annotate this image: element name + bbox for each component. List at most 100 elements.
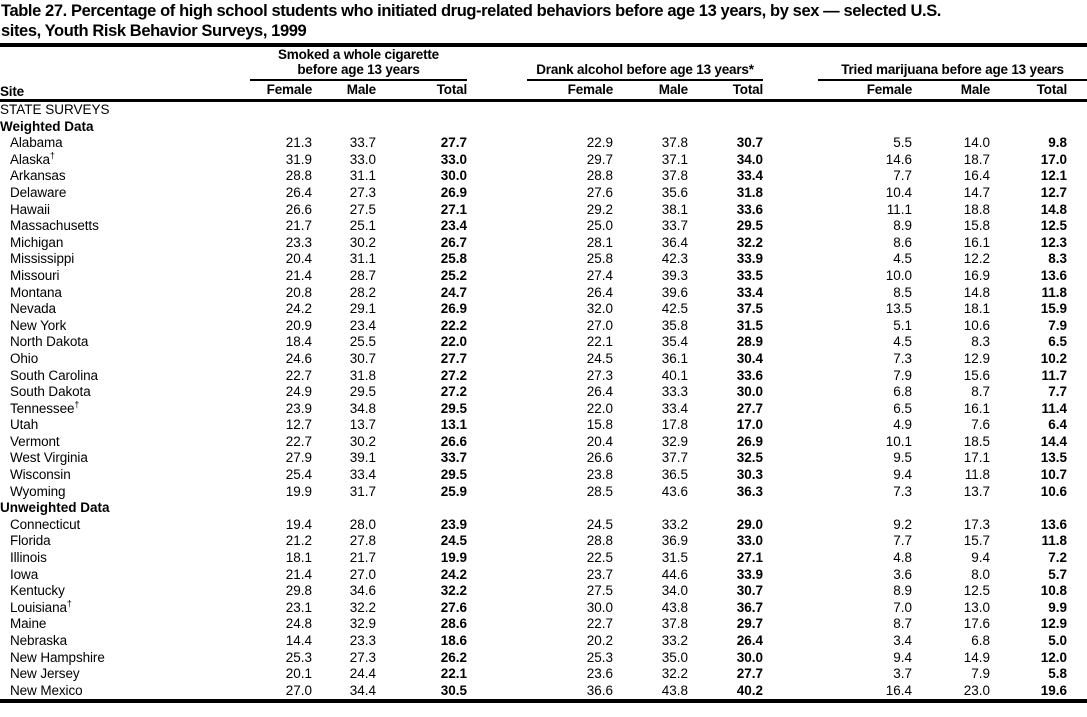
marijuana-total-cell: 12.3	[1040, 234, 1068, 250]
cigarette-female-cell: 24.9	[285, 384, 312, 400]
cigarette-total-cell: 26.7	[440, 234, 467, 250]
marijuana-male-cell: 12.2	[963, 251, 991, 267]
table-row: Kentucky 29.8 34.6 32.2 27.5 34.0 30.7 8.9 12.5 1…	[0, 583, 1087, 600]
cigarette-female-cell: 29.8	[285, 583, 312, 599]
table-row: Louisiana† 23.1 32.2 27.6 30.0 43.8 36.7 7.0 13.…	[0, 600, 1087, 617]
marijuana-male-cell: 7.6	[971, 417, 991, 433]
marijuana-total-cell: 14.4	[1040, 433, 1068, 449]
cigarette-male-cell: 27.3	[349, 184, 376, 200]
cigarette-male-cell: 25.5	[349, 334, 376, 350]
alcohol-male-cell: 35.4	[661, 334, 688, 350]
column-gap	[467, 185, 527, 202]
row-end-gap	[1067, 417, 1087, 434]
column-gap	[763, 450, 818, 467]
row-end-gap	[1067, 384, 1087, 401]
table-row: New Mexico 27.0 34.4 30.5 36.6 43.8 40.2 16.4 23…	[0, 683, 1087, 702]
cigarette-total-cell: 25.8	[440, 251, 467, 267]
cigarette-female-cell: 12.7	[285, 417, 312, 433]
alcohol-female-cell: 25.0	[586, 218, 613, 234]
cigarette-total-cell: 22.2	[440, 317, 467, 333]
table-row: Arkansas 28.8 31.1 30.0 28.8 37.8 33.4 7.7 16.4 1…	[0, 168, 1087, 185]
table-row: Alabama 21.3 33.7 27.7 22.9 37.8 30.7 5.5 14.0 9.…	[0, 135, 1087, 152]
alcohol-total-cell: 27.7	[736, 400, 764, 416]
alcohol-total-cell: 30.7	[736, 583, 764, 599]
site-cell: Maine	[10, 616, 47, 632]
table-row: Utah 12.7 13.7 13.1 15.8 17.8 17.0 4.9 7.6 6.4	[0, 417, 1087, 434]
cigarette-male-cell: 31.1	[349, 168, 376, 184]
cigarette-total-cell: 32.2	[440, 583, 467, 599]
row-end-gap	[1067, 351, 1087, 368]
marijuana-total-cell: 11.8	[1041, 533, 1068, 549]
data-table: Site Smoked a whole cigarette before age…	[0, 43, 1087, 704]
marijuana-total-cell: 7.7	[1048, 384, 1068, 400]
alcohol-male-cell: 37.1	[661, 151, 688, 167]
marijuana-male-cell: 17.1	[963, 450, 991, 466]
cigarette-total-cell: 27.6	[440, 599, 467, 615]
cigarette-male-cell: 27.3	[349, 649, 376, 665]
alcohol-female-cell: 25.8	[586, 251, 613, 267]
alcohol-male-cell: 33.3	[661, 384, 688, 400]
column-gap	[763, 185, 818, 202]
column-gap	[763, 318, 818, 335]
row-end-gap	[1067, 318, 1087, 335]
cigarette-male-cell: 39.1	[349, 450, 376, 466]
table-row: Missouri 21.4 28.7 25.2 27.4 39.3 33.5 10.0 16.9…	[0, 268, 1087, 285]
table-row: Illinois 18.1 21.7 19.9 22.5 31.5 27.1 4.8 9.4 7.…	[0, 550, 1087, 567]
cigarette-female-cell: 24.2	[285, 301, 312, 317]
alcohol-female-cell: 32.0	[586, 301, 613, 317]
marijuana-male-cell: 17.6	[963, 616, 991, 632]
column-gap	[467, 533, 527, 550]
marijuana-total-cell: 13.6	[1040, 267, 1068, 283]
alcohol-male-cell: 35.6	[661, 184, 688, 200]
alcohol-total-cell: 27.1	[736, 550, 764, 566]
site-cell: Connecticut	[10, 516, 81, 532]
site-cell: Iowa	[10, 566, 39, 582]
cigarette-male-cell: 32.2	[349, 599, 376, 615]
cigarette-male-cell: 28.0	[349, 516, 376, 532]
header-gap	[763, 80, 819, 102]
column-gap	[467, 550, 527, 567]
alcohol-male-cell: 37.8	[661, 135, 688, 151]
site-cell: Hawaii	[10, 201, 50, 217]
cigarette-male-cell: 28.2	[349, 284, 376, 300]
marijuana-female-cell: 3.7	[893, 666, 913, 682]
marijuana-male-cell: 11.8	[964, 467, 991, 483]
marijuana-total-cell: 10.2	[1040, 350, 1068, 366]
marijuana-male-cell: 7.9	[971, 666, 991, 682]
cigarette-male-cell: 33.4	[349, 467, 376, 483]
table-row: Maine 24.8 32.9 28.6 22.7 37.8 29.7 8.7 17.6 12.9	[0, 616, 1087, 633]
cigarette-total-cell: 19.9	[440, 550, 467, 566]
alcohol-total-cell: 26.4	[736, 633, 764, 648]
marijuana-total-cell: 11.7	[1041, 367, 1068, 383]
marijuana-male-cell: 18.8	[963, 201, 991, 217]
marijuana-female-cell: 13.5	[885, 301, 913, 317]
alcohol-male-cell: 36.4	[661, 234, 688, 250]
row-end-gap	[1067, 666, 1087, 683]
column-gap	[763, 384, 818, 401]
marijuana-total-cell: 11.4	[1041, 400, 1068, 416]
alcohol-female-cell: 28.8	[586, 168, 613, 184]
alcohol-female-cell: 36.6	[586, 682, 613, 698]
column-gap	[763, 334, 818, 351]
cigarette-female-cell: 25.3	[285, 649, 312, 665]
row-end-gap	[1067, 600, 1087, 617]
col-header-alcohol-female: Female	[527, 80, 613, 102]
row-end-gap	[1067, 650, 1087, 667]
cigarette-female-cell: 26.6	[285, 201, 312, 217]
cigarette-total-cell: 18.6	[440, 633, 467, 648]
cigarette-male-cell: 27.8	[349, 533, 376, 549]
column-gap	[763, 235, 818, 252]
column-gap	[467, 683, 527, 702]
marijuana-female-cell: 8.7	[893, 616, 913, 632]
site-cell: Ohio	[10, 350, 39, 366]
alcohol-male-cell: 36.1	[661, 350, 688, 366]
alcohol-male-cell: 33.4	[661, 400, 688, 416]
alcohol-female-cell: 26.6	[586, 450, 613, 466]
site-cell: Mississippi	[10, 251, 75, 267]
marijuana-total-cell: 9.8	[1048, 135, 1068, 151]
cigarette-male-cell: 34.4	[349, 682, 376, 698]
marijuana-male-cell: 12.9	[963, 350, 991, 366]
col-header-marijuana-total: Total	[990, 80, 1068, 102]
row-end-gap	[1067, 616, 1087, 633]
